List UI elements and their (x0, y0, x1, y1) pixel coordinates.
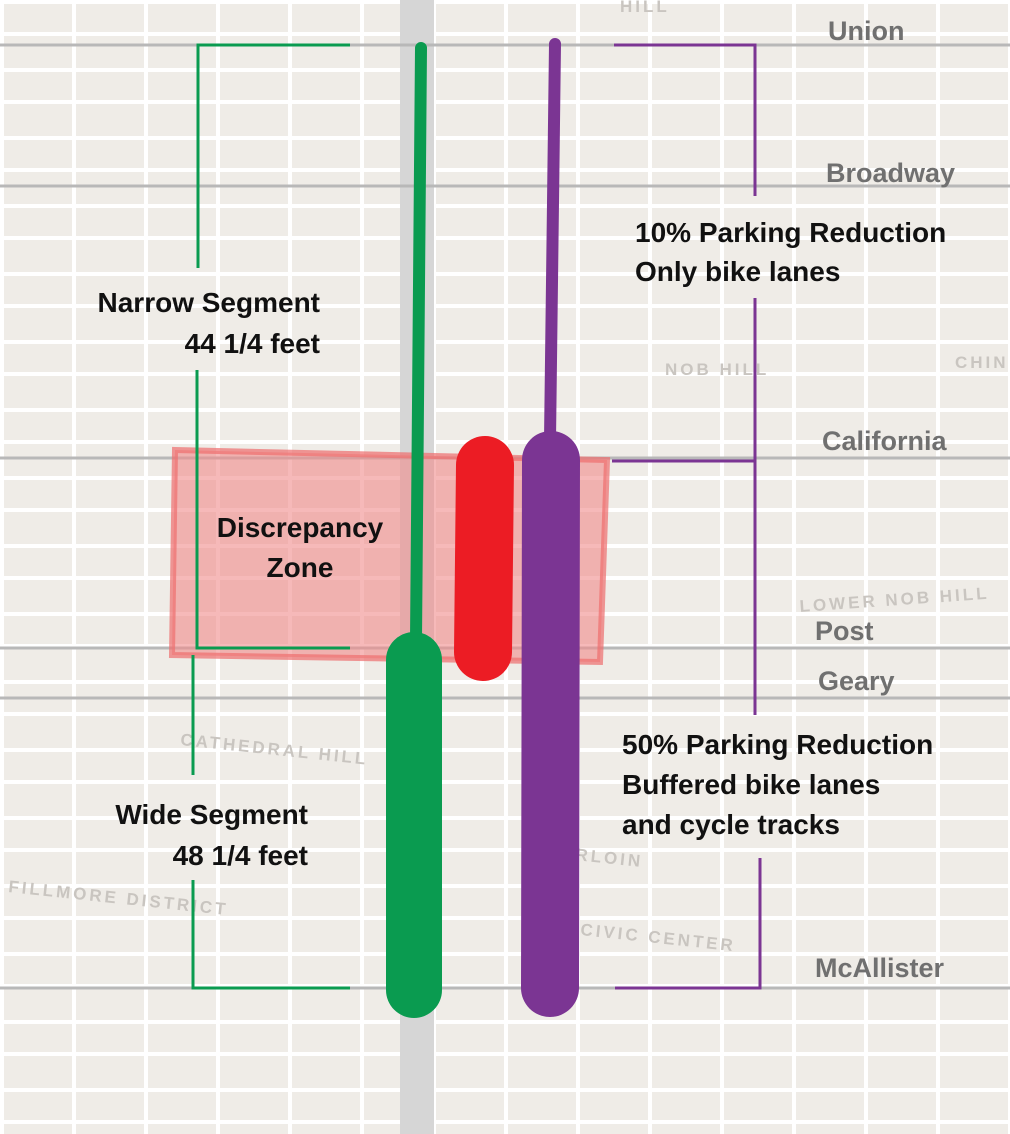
street-label: Geary (818, 666, 895, 696)
note: Buffered bike lanes (622, 769, 880, 800)
note: 48 1/4 feet (173, 840, 308, 871)
south-purple-line (521, 431, 580, 1017)
note: 44 1/4 feet (185, 328, 320, 359)
note: and cycle tracks (622, 809, 840, 840)
street-label: Union (828, 16, 904, 46)
note: 50% Parking Reduction (622, 729, 933, 760)
discrepancy-line (454, 436, 514, 681)
hood-label: NOB HILL (665, 360, 769, 379)
north-purple-line (544, 38, 561, 446)
street-label: Broadway (826, 158, 955, 188)
hood-label: CHIN (955, 353, 1009, 372)
narrow-line (410, 42, 427, 646)
street-label: McAllister (815, 953, 945, 983)
green-brackets (191, 43, 350, 990)
street-labels: Union Broadway California Post Geary McA… (815, 16, 955, 983)
street-label: California (822, 426, 948, 456)
annotations: Narrow Segment 44 1/4 feet Discrepancy Z… (98, 217, 947, 871)
note: Narrow Segment (98, 287, 321, 318)
note: Only bike lanes (635, 256, 840, 287)
purple-brackets (612, 43, 762, 990)
note: Zone (267, 552, 334, 583)
note: 10% Parking Reduction (635, 217, 946, 248)
street-label: Post (815, 616, 874, 646)
note: Wide Segment (115, 799, 308, 830)
hood-label: HILL (620, 0, 670, 16)
note: Discrepancy (217, 512, 384, 543)
